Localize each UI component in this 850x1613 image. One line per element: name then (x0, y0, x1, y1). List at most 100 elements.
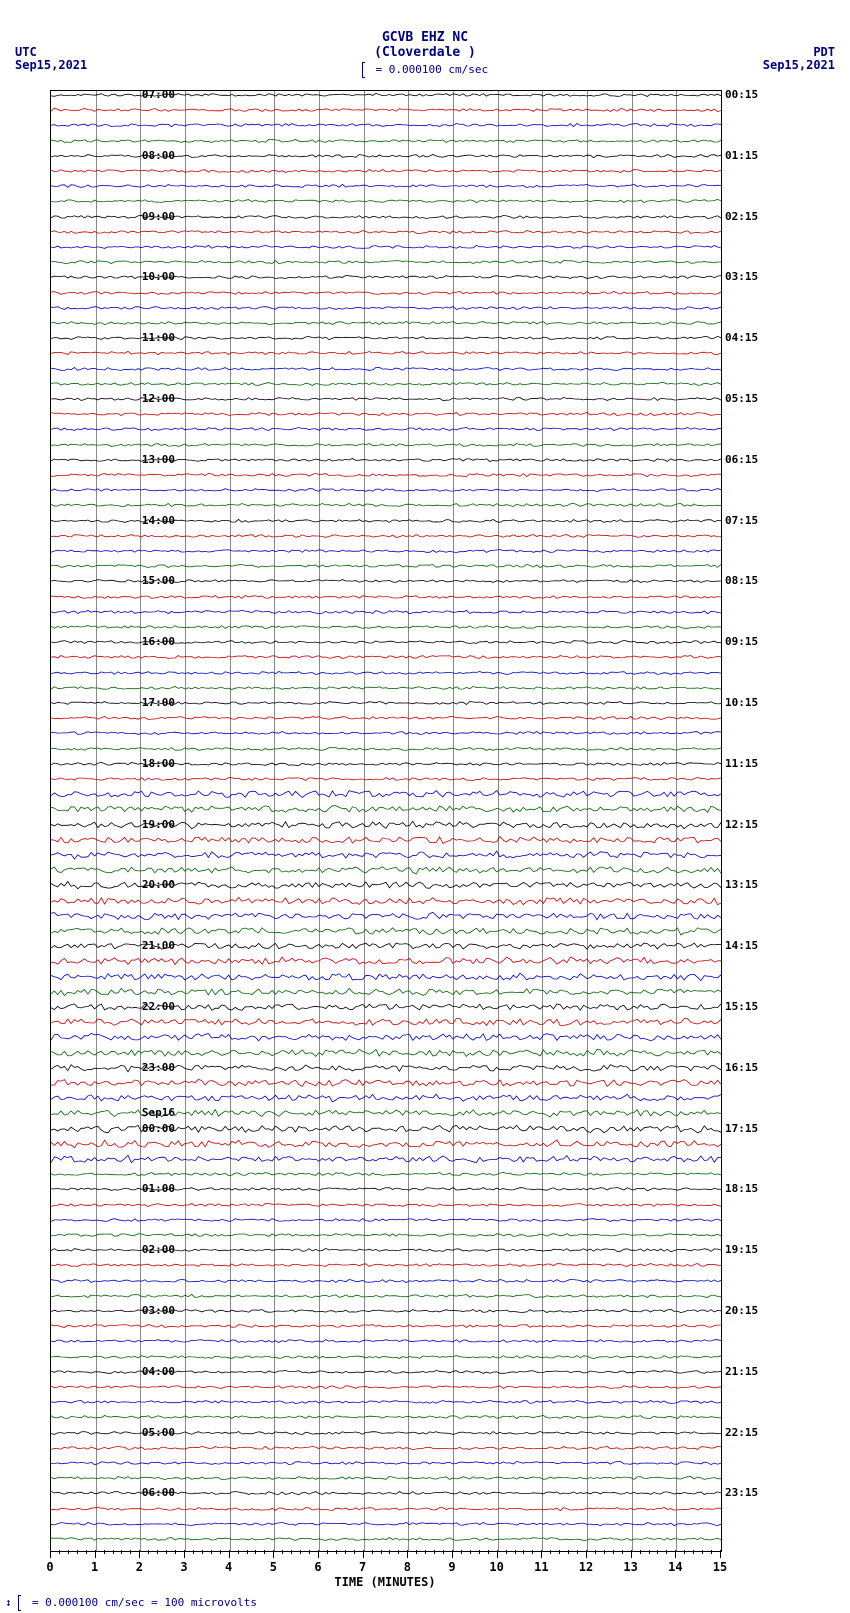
x-tick-label: 0 (46, 1560, 53, 1574)
x-tick-label: 6 (314, 1560, 321, 1574)
seismic-trace (51, 566, 721, 567)
pdt-time-label: 08:15 (725, 574, 785, 587)
x-tick-label: 12 (579, 1560, 593, 1574)
pdt-time-label: 12:15 (725, 818, 785, 831)
x-tick (407, 1550, 408, 1558)
seismic-trace (51, 931, 721, 932)
seismic-trace (51, 323, 721, 324)
seismic-trace (51, 1159, 721, 1160)
x-tick-minor (389, 1550, 390, 1554)
x-tick-label: 7 (359, 1560, 366, 1574)
x-tick-minor (193, 1550, 194, 1554)
x-tick-minor (604, 1550, 605, 1554)
seismic-trace (51, 809, 721, 810)
seismic-trace (51, 673, 721, 674)
seismic-trace (51, 1524, 721, 1525)
x-tick-label: 14 (668, 1560, 682, 1574)
seismic-trace (51, 293, 721, 294)
x-tick-minor (77, 1550, 78, 1554)
seismic-trace (51, 369, 721, 370)
seismic-trace (51, 1402, 721, 1403)
seismic-trace (51, 855, 721, 856)
x-tick-minor (479, 1550, 480, 1554)
x-tick-minor (550, 1550, 551, 1554)
x-tick-minor (238, 1550, 239, 1554)
x-tick-minor (649, 1550, 650, 1554)
seismic-trace (51, 1417, 721, 1418)
footer-text: = 0.000100 cm/sec = 100 microvolts (32, 1596, 257, 1609)
seismic-trace (51, 1296, 721, 1297)
seismic-trace (51, 916, 721, 917)
x-tick-minor (130, 1550, 131, 1554)
x-tick-minor (470, 1550, 471, 1554)
x-tick (318, 1550, 319, 1558)
x-tick-minor (381, 1550, 382, 1554)
x-tick-minor (202, 1550, 203, 1554)
x-tick-minor (425, 1550, 426, 1554)
x-tick-minor (86, 1550, 87, 1554)
x-tick-label: 10 (489, 1560, 503, 1574)
x-tick-minor (336, 1550, 337, 1554)
utc-time-label: 00:00 (115, 1122, 175, 1135)
seismic-trace (51, 1083, 721, 1084)
x-tick (675, 1550, 676, 1558)
utc-time-label: 17:00 (115, 696, 175, 709)
seismic-trace (51, 992, 721, 993)
x-tick-minor (175, 1550, 176, 1554)
x-tick-minor (291, 1550, 292, 1554)
seismic-trace (51, 1448, 721, 1449)
seismic-trace (51, 1326, 721, 1327)
x-tick-minor (345, 1550, 346, 1554)
seismic-trace (51, 718, 721, 719)
utc-time-label: 19:00 (115, 818, 175, 831)
x-tick-minor (577, 1550, 578, 1554)
utc-time-label: 08:00 (115, 149, 175, 162)
seismic-trace (51, 749, 721, 750)
x-tick-minor (220, 1550, 221, 1554)
utc-time-label: 22:00 (115, 1000, 175, 1013)
seismic-trace (51, 597, 721, 598)
pdt-time-label: 04:15 (725, 331, 785, 344)
seismic-trace (51, 961, 721, 962)
x-axis-title: TIME (MINUTES) (50, 1575, 720, 1589)
x-tick-minor (211, 1550, 212, 1554)
x-tick (541, 1550, 542, 1558)
seismic-trace (51, 1053, 721, 1054)
x-tick-minor (488, 1550, 489, 1554)
utc-time-label: 01:00 (115, 1182, 175, 1195)
seismic-trace (51, 536, 721, 537)
pdt-time-label: 07:15 (725, 514, 785, 527)
utc-time-label: 05:00 (115, 1426, 175, 1439)
x-tick-label: 2 (136, 1560, 143, 1574)
x-tick (50, 1550, 51, 1558)
seismic-trace (51, 171, 721, 172)
utc-time-label: 20:00 (115, 878, 175, 891)
station-title: GCVB EHZ NC (0, 30, 850, 45)
seismic-trace (51, 1539, 721, 1540)
pdt-time-label: 22:15 (725, 1426, 785, 1439)
x-tick-minor (684, 1550, 685, 1554)
seismic-trace (51, 414, 721, 415)
utc-time-label: 16:00 (115, 635, 175, 648)
x-tick-label: 4 (225, 1560, 232, 1574)
seismic-trace (51, 551, 721, 552)
x-tick (497, 1550, 498, 1558)
pdt-time-label: 05:15 (725, 392, 785, 405)
date-left: Sep15,2021 (15, 58, 87, 72)
utc-time-label: 18:00 (115, 757, 175, 770)
seismic-trace (51, 657, 721, 658)
seismic-trace (51, 125, 721, 126)
utc-time-label: 15:00 (115, 574, 175, 587)
seismic-trace (51, 779, 721, 780)
seismic-trace (51, 870, 721, 871)
pdt-time-label: 18:15 (725, 1182, 785, 1195)
x-tick-minor (282, 1550, 283, 1554)
seismic-trace (51, 475, 721, 476)
x-tick-minor (121, 1550, 122, 1554)
utc-time-label: 11:00 (115, 331, 175, 344)
seismic-trace (51, 688, 721, 689)
x-tick-minor (416, 1550, 417, 1554)
seismic-trace (51, 201, 721, 202)
x-tick-minor (327, 1550, 328, 1554)
seismic-trace (51, 505, 721, 506)
